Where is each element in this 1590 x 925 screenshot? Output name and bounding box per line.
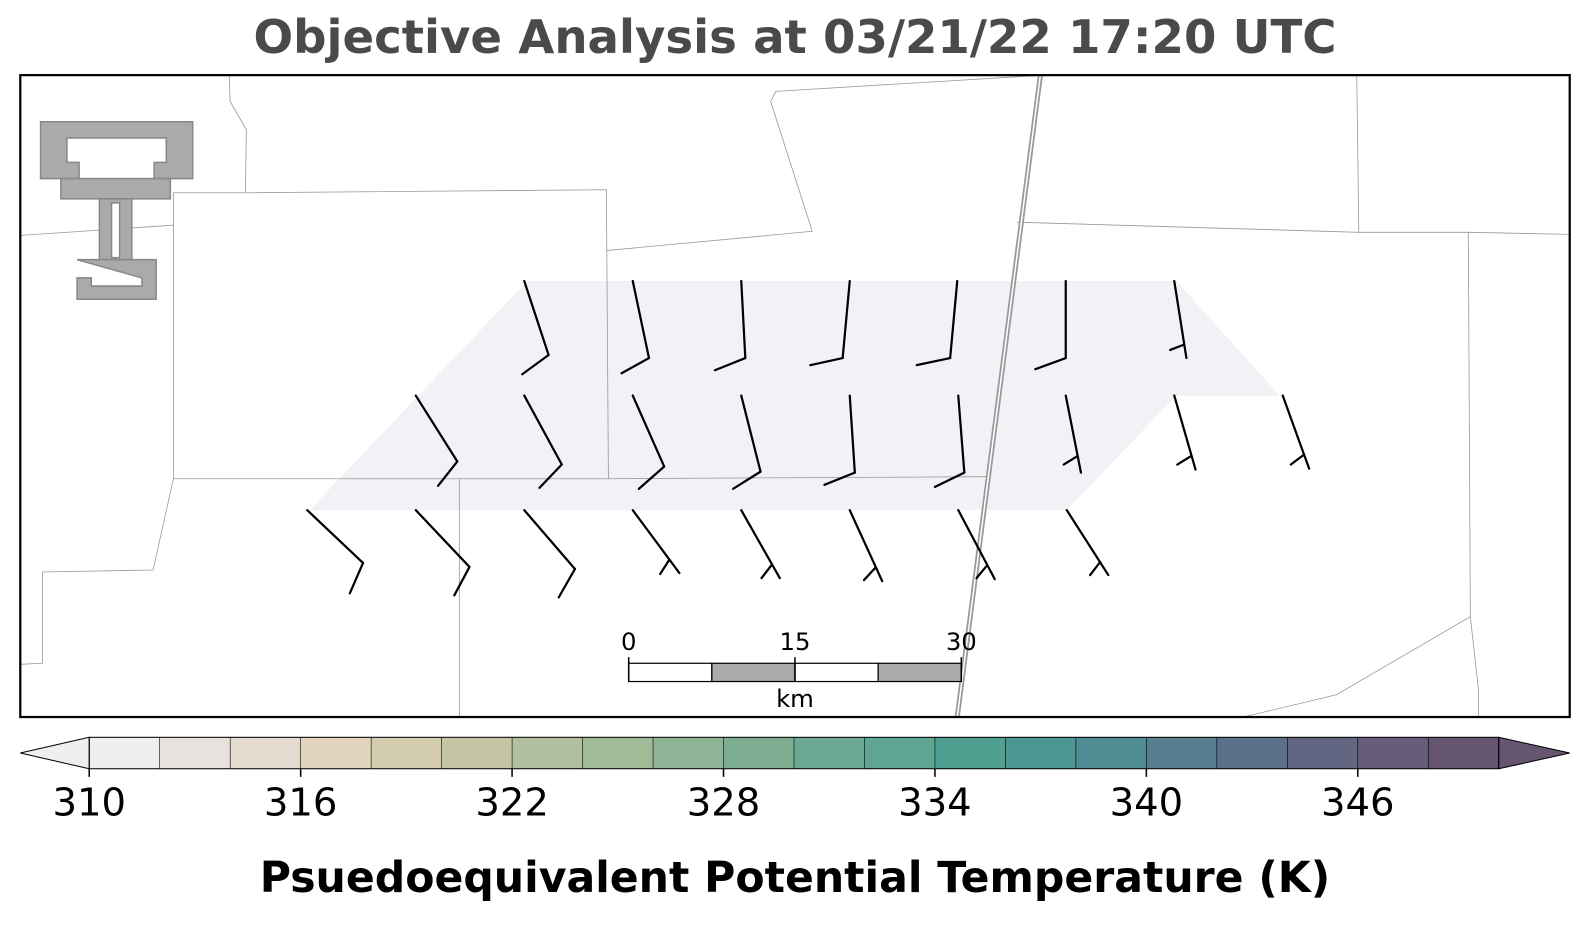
colorbar: 310 316 322 328 334 340 346: [20, 736, 1570, 826]
barb-stroke: [740, 279, 747, 360]
map-frame: [19, 74, 1571, 719]
barb-stroke: [538, 463, 563, 489]
colorbar-bin: [864, 737, 936, 769]
barb-stroke: [523, 394, 563, 466]
barb-stroke: [631, 394, 666, 468]
barb-stroke: [713, 356, 747, 372]
barb-stroke: [1062, 455, 1079, 466]
barb-stroke: [453, 565, 471, 597]
colorbar-bin: [1146, 737, 1218, 769]
barb-stroke: [1289, 454, 1305, 466]
barb-stroke: [521, 353, 550, 376]
barb-stroke: [1176, 455, 1192, 466]
colorbar-tick-label: 322: [475, 781, 549, 826]
colorbar-bin: [159, 737, 231, 769]
barb-stroke: [823, 471, 856, 486]
barb-stroke: [957, 394, 966, 474]
barb-stroke: [637, 465, 666, 490]
barb-stroke: [557, 567, 577, 599]
scale-segment: [794, 662, 879, 683]
barb-stroke: [1034, 356, 1067, 371]
barb-stroke: [631, 509, 681, 575]
barb-stroke: [1173, 394, 1197, 471]
colorbar-bin: [793, 737, 865, 769]
scale-tick-label: 15: [780, 627, 811, 656]
colorbar-tick-label: 340: [1110, 781, 1184, 826]
barb-stroke: [975, 564, 988, 580]
colorbar-bin: [441, 737, 513, 769]
barb-stroke: [915, 356, 952, 367]
colorbar-bin: [934, 737, 1006, 769]
colorbar-bin: [300, 737, 372, 769]
barb-stroke: [659, 558, 671, 576]
colorbar-tick-label: 328: [687, 781, 761, 826]
scale-bar: 0 15 30 km: [621, 627, 977, 713]
barb-stroke: [1065, 509, 1110, 577]
barb-stroke: [1088, 560, 1102, 577]
barb-stroke: [862, 566, 877, 582]
scale-tick-label: 0: [621, 627, 636, 656]
logo: [39, 121, 194, 301]
colorbar-label: Psuedoequivalent Potential Temperature (…: [260, 853, 1331, 903]
colorbar-tick-label: 310: [52, 781, 126, 826]
barb-stroke: [436, 460, 459, 487]
colorbar-bin: [1005, 737, 1077, 769]
colorbar-extend-low: [20, 736, 90, 770]
barb-stroke: [306, 509, 365, 565]
barb-stroke: [732, 470, 762, 490]
barb-stroke: [809, 356, 844, 367]
barb-stroke: [841, 279, 851, 360]
barb-stroke: [1169, 343, 1185, 352]
colorbar-bin: [1075, 737, 1147, 769]
barb-stroke: [848, 394, 856, 474]
barb-stroke: [1064, 394, 1083, 474]
barb-stroke: [740, 509, 781, 580]
colorbar-extend-high: [1498, 736, 1570, 770]
barb-stroke: [523, 509, 577, 571]
colorbar-tick-label: 316: [264, 781, 338, 826]
colorbar-bin: [1428, 737, 1500, 769]
barb-stroke: [1281, 394, 1311, 470]
barb-stroke: [631, 279, 651, 360]
road-center: [956, 75, 1042, 718]
colorbar-tick-label: 334: [898, 781, 972, 826]
analysis-region: [309, 280, 1280, 511]
scale-tick-label: 30: [946, 627, 977, 656]
barb-stroke: [949, 279, 959, 360]
colorbar-bin: [1216, 737, 1288, 769]
county-lines: [20, 74, 1570, 718]
scale-segment: [628, 662, 713, 683]
barb-stroke: [523, 279, 550, 357]
title: Objective Analysis at 03/21/22 17:20 UTC: [253, 10, 1336, 64]
scale-segment: [711, 662, 796, 683]
barb-stroke: [957, 509, 996, 581]
scale-unit: km: [776, 684, 814, 713]
barb-stroke: [740, 394, 762, 473]
colorbar-bin: [1357, 737, 1429, 769]
barb-stroke: [414, 394, 459, 463]
colorbar-bin: [582, 737, 654, 769]
colorbar-bin: [371, 737, 443, 769]
colorbar-bin: [512, 737, 584, 769]
colorbar-bin: [723, 737, 795, 769]
barb-stroke: [760, 563, 773, 580]
colorbar-bin: [1287, 737, 1359, 769]
scale-segment: [877, 662, 962, 683]
colorbar-bin: [653, 737, 725, 769]
wind-barbs: [306, 279, 1311, 599]
map: [19, 74, 1571, 719]
barb-stroke: [933, 471, 966, 488]
colorbar-bin: [230, 737, 302, 769]
colorbar-bin: [89, 737, 161, 769]
barb-stroke: [848, 509, 884, 583]
barb-stroke: [414, 509, 471, 569]
colorbar-tick-label: 346: [1321, 781, 1395, 826]
barb-stroke: [620, 356, 651, 375]
barb-stroke: [348, 561, 365, 595]
